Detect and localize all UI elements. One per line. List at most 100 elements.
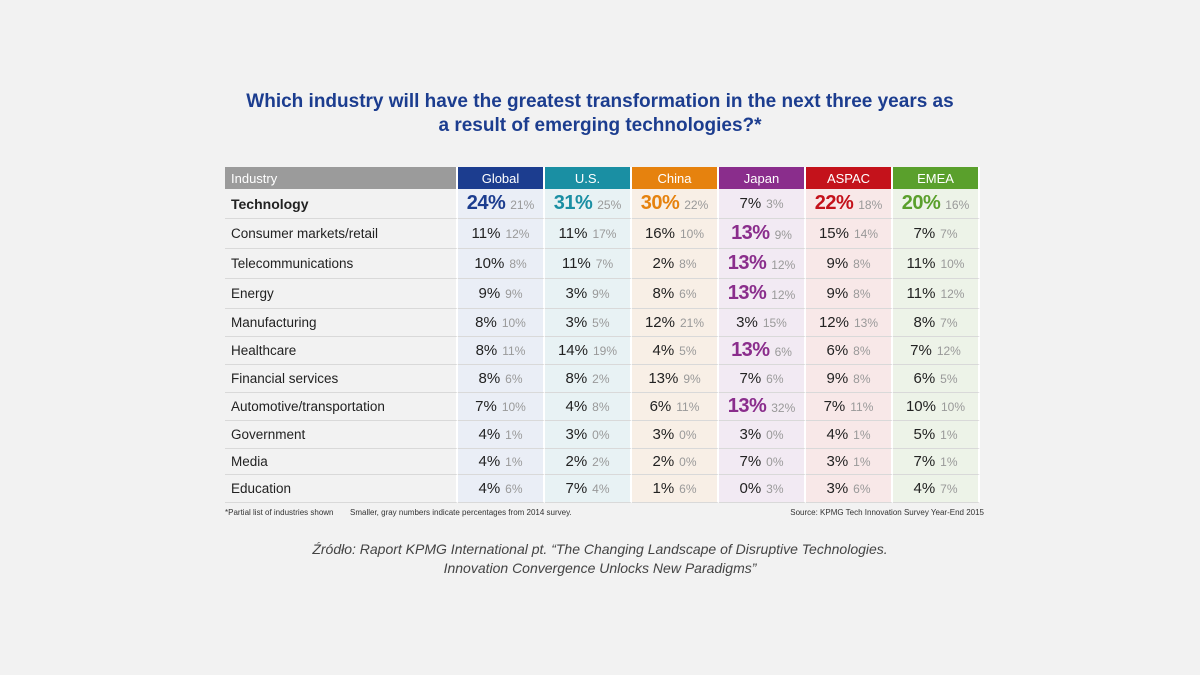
value-cell: 10% 10% (893, 393, 980, 421)
value-cell: 3% 9% (545, 279, 632, 309)
value-2014: 16% (945, 198, 970, 212)
value-cell: 4% 6% (458, 475, 545, 503)
value-cell: 11% 10% (893, 249, 980, 279)
value-cell: 1% 6% (632, 475, 719, 503)
value-2014: 2% (592, 372, 610, 386)
header-emea: EMEA (893, 167, 980, 189)
chart-title-line1: Which industry will have the greatest tr… (246, 91, 954, 112)
value-2014: 6% (679, 287, 697, 301)
industry-label: Healthcare (225, 337, 458, 365)
value-2014: 11% (676, 400, 700, 414)
value-2014: 2% (592, 455, 610, 469)
value-2015: 4% (478, 453, 501, 470)
value-2014: 9% (592, 287, 610, 301)
value-2014: 10% (501, 316, 526, 330)
value-2015: 3% (826, 480, 849, 497)
table-row: Media 4% 1% 2% 2% 2% 0% 7% 0% 3% 1% 7% 1% (225, 449, 980, 475)
value-cell: 24% 21% (458, 189, 545, 219)
value-2014: 7% (940, 316, 958, 330)
value-2015: 6% (913, 370, 936, 387)
value-cell: 11% 7% (545, 249, 632, 279)
value-2015: 13% (731, 222, 770, 244)
value-2015: 3% (565, 426, 588, 443)
value-2014: 0% (679, 455, 697, 469)
value-cell: 13% 9% (719, 219, 806, 249)
value-2014: 7% (940, 227, 958, 241)
value-2014: 10% (940, 257, 965, 271)
value-2015: 7% (475, 398, 497, 415)
value-2015: 30% (640, 192, 680, 214)
value-cell: 3% 6% (806, 475, 893, 503)
value-cell: 10% 8% (458, 249, 545, 279)
industry-label: Automotive/transportation (225, 393, 458, 421)
value-2014: 32% (771, 401, 796, 415)
chart-title: Which industry will have the greatest tr… (0, 90, 1200, 138)
value-2015: 3% (736, 314, 758, 331)
header-row: Industry Global U.S. China Japan ASPAC EMEA (225, 167, 980, 189)
value-cell: 22% 18% (806, 189, 893, 219)
industry-label: Media (225, 449, 458, 475)
value-2014: 12% (936, 344, 961, 358)
value-2015: 1% (652, 480, 675, 497)
value-cell: 7% 3% (719, 189, 806, 219)
value-2015: 5% (913, 426, 936, 443)
header-aspac: ASPAC (806, 167, 893, 189)
value-2014: 1% (853, 455, 871, 469)
header-us: U.S. (545, 167, 632, 189)
value-2015: 9% (478, 285, 501, 302)
value-2014: 0% (766, 455, 784, 469)
industry-label: Consumer markets/retail (225, 219, 458, 249)
value-cell: 14% 19% (545, 337, 632, 365)
value-cell: 7% 6% (719, 365, 806, 393)
value-cell: 13% 6% (719, 337, 806, 365)
value-cell: 11% 12% (458, 219, 545, 249)
value-2015: 4% (913, 480, 936, 497)
value-2014: 0% (592, 428, 610, 442)
value-2015: 11% (471, 225, 501, 242)
value-cell: 4% 5% (632, 337, 719, 365)
value-cell: 6% 8% (806, 337, 893, 365)
value-2015: 24% (466, 192, 506, 214)
source-caption-line1: Źródło: Raport KPMG International pt. “T… (312, 541, 888, 557)
value-cell: 8% 6% (458, 365, 545, 393)
results-table: Industry Global U.S. China Japan ASPAC EMEA T… (225, 167, 980, 503)
value-2014: 6% (766, 372, 784, 386)
table-row: Healthcare 8% 11% 14% 19% 4% 5% 13% 6% 6% 8% 7% 12% (225, 337, 980, 365)
industry-label: Technology (225, 189, 458, 219)
value-cell: 9% 9% (458, 279, 545, 309)
value-2015: 13% (727, 282, 767, 304)
value-cell: 2% 0% (632, 449, 719, 475)
value-cell: 2% 8% (632, 249, 719, 279)
header-japan: Japan (719, 167, 806, 189)
value-2015: 8% (913, 314, 936, 331)
value-2015: 4% (826, 426, 849, 443)
value-cell: 12% 13% (806, 309, 893, 337)
industry-label: Telecommunications (225, 249, 458, 279)
value-2014: 5% (940, 372, 958, 386)
value-2015: 11% (561, 255, 591, 272)
value-2014: 6% (505, 372, 523, 386)
value-2015: 13% (731, 339, 770, 361)
value-2015: 7% (739, 195, 762, 212)
value-2014: 12% (940, 287, 965, 301)
value-cell: 7% 7% (893, 219, 980, 249)
value-2015: 9% (826, 285, 849, 302)
value-2014: 10% (501, 400, 526, 414)
value-cell: 8% 2% (545, 365, 632, 393)
value-2015: 11% (906, 285, 936, 302)
value-2014: 1% (505, 428, 523, 442)
value-2015: 7% (565, 480, 588, 497)
value-2014: 14% (854, 227, 879, 241)
value-2015: 3% (565, 285, 588, 302)
value-2014: 12% (771, 288, 796, 302)
value-2015: 8% (652, 285, 675, 302)
value-2014: 1% (505, 455, 523, 469)
value-cell: 3% 0% (632, 421, 719, 449)
table-row: Technology 24% 21% 31% 25% 30% 22% 7% 3% 22% 18% 20… (225, 189, 980, 219)
value-cell: 6% 11% (632, 393, 719, 421)
value-2015: 2% (652, 255, 675, 272)
table-body: Technology 24% 21% 31% 25% 30% 22% 7% 3% 22% 18% 20… (225, 189, 980, 503)
value-2014: 10% (680, 227, 705, 241)
value-2014: 9% (774, 228, 792, 242)
table-row: Education 4% 6% 7% 4% 1% 6% 0% 3% 3% 6% 4% 7% (225, 475, 980, 503)
